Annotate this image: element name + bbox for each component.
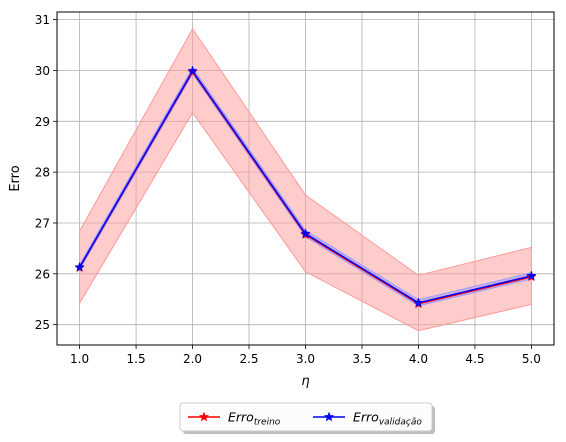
x-tick-label: 4.0 [409,352,428,366]
y-tick-label: 30 [35,64,50,78]
legend-box [179,402,433,432]
axis-ticks: 1.0 1.5 2.0 2.5 3.0 3.5 4.0 4.5 5.0 25 26 27 28 29 30 3… [35,13,541,366]
x-tick-label: 3.5 [352,352,371,366]
band-treino [79,27,532,332]
legend-label-subscript: treino [254,418,281,428]
x-tick-label: 3.0 [296,352,315,366]
y-tick-label: 31 [35,13,50,27]
legend-label-subscript: validação [379,418,423,428]
x-tick-label: 4.5 [465,352,484,366]
data-point-validação [413,297,424,308]
x-tick-label: 1.0 [70,352,89,366]
y-tick-label: 28 [35,166,50,180]
x-tick-label: 2.5 [239,352,258,366]
y-tick-label: 26 [35,267,50,281]
x-axis-label: η [301,374,309,389]
data-point-validação [74,261,85,272]
legend-marker-validação [323,411,335,422]
data-point-validação [526,270,537,281]
y-tick-label: 27 [35,216,50,230]
data-point-validação [300,228,311,239]
series-lines [74,65,537,309]
x-tick-label: 2.0 [183,352,202,366]
legend: Errotreino Errovalidação [179,402,435,434]
legend-marker-treino [198,411,210,422]
y-tick-label: 25 [35,318,50,332]
data-point-validação [187,65,198,76]
y-axis-label: Erro [8,165,23,191]
x-tick-label: 1.5 [127,352,146,366]
grid [57,12,554,345]
x-tick-label: 5.0 [522,352,541,366]
y-tick-label: 29 [35,115,50,129]
